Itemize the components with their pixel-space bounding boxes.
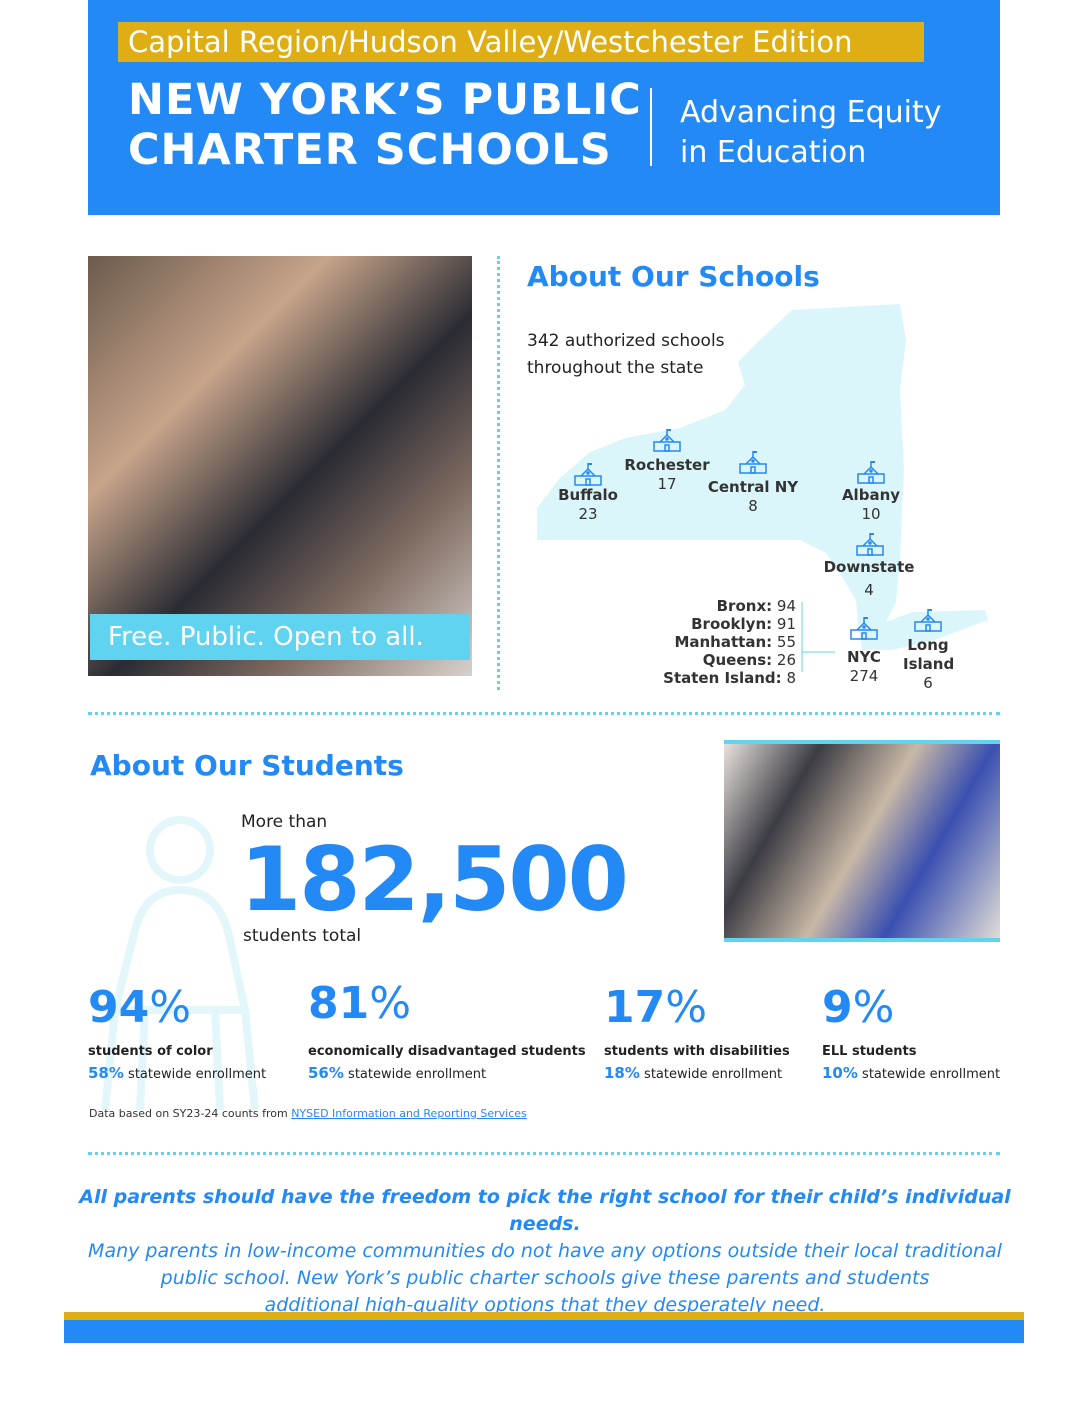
region-name: Rochester [624, 456, 710, 474]
title-line-1: NEW YORK’S PUBLIC [128, 75, 642, 125]
photo-caption: Free. Public. Open to all. [90, 614, 470, 660]
tagline-line-1: Advancing Equity [680, 95, 942, 130]
student-figure-icon [101, 816, 259, 1110]
region-nyc: NYC 274 [809, 648, 919, 686]
stat-disabilities: 17% students with disabilities 18% state… [604, 982, 790, 1083]
school-building-icon [856, 533, 884, 556]
dotted-divider-2 [88, 1152, 1000, 1155]
footer-yellow-bar [64, 1312, 1024, 1320]
new-york-map [537, 304, 988, 672]
borough-brooklyn: Brooklyn: 91 [691, 615, 796, 633]
stat-ell: 9% ELL students 10% statewide enrollment [822, 982, 1001, 1083]
borough-queens: Queens: 26 [702, 651, 796, 669]
region-central-ny: Central NY 8 [698, 478, 808, 516]
region-downstate: Downstate 4 [814, 558, 924, 600]
region-count: 4 [864, 581, 874, 599]
quote-line-3: additional high-quality options that the… [264, 1294, 826, 1316]
region-name: Central NY [707, 478, 799, 496]
region-buffalo: Buffalo 23 [533, 486, 643, 524]
tagline-line-2: in Education [680, 135, 867, 170]
header-banner: Capital Region/Hudson Valley/Westchester… [88, 0, 1000, 215]
school-building-icon [850, 617, 878, 640]
quote-headline: All parents should have the freedom to p… [79, 1186, 1011, 1235]
student-total: 182,500 [240, 828, 629, 931]
quote-line-2: public school. New York’s public charter… [160, 1267, 930, 1289]
students-heading: About Our Students [90, 749, 404, 782]
stat-students-of-color: 94% students of color 58% statewide enro… [88, 982, 267, 1083]
borough-manhattan: Manhattan: 55 [674, 633, 796, 651]
region-rochester: Rochester 17 [612, 456, 722, 494]
region-count: 6 [923, 674, 933, 692]
region-name: Buffalo [558, 486, 618, 504]
region-count: 17 [657, 475, 677, 493]
quote-line-1: Many parents in low-income communities d… [88, 1240, 1002, 1262]
borough-staten-island: Staten Island: 8 [663, 669, 796, 687]
student-photo [88, 256, 472, 676]
borough-bronx: Bronx: 94 [716, 597, 796, 615]
school-building-icon [857, 461, 885, 484]
region-name: Long Island [903, 636, 955, 673]
school-building-icon [574, 463, 602, 486]
dotted-divider-vertical [497, 256, 500, 690]
region-name: Downstate [823, 558, 915, 576]
region-count: 23 [578, 505, 598, 523]
nysed-link[interactable]: NYSED Information and Reporting Services [291, 1107, 527, 1120]
region-count: 10 [861, 505, 881, 523]
classroom-photo [724, 740, 1000, 942]
region-name: Albany [841, 486, 901, 504]
dotted-divider [88, 712, 1000, 715]
region-name: NYC [847, 648, 881, 666]
region-albany: Albany 10 [816, 486, 926, 524]
schools-heading: About Our Schools [527, 260, 820, 293]
more-than-label: More than [241, 812, 328, 832]
data-footnote: Data based on SY23-24 counts from NYSED … [89, 1107, 527, 1120]
region-long-island: Long Island 6 [873, 636, 983, 693]
region-count: 274 [849, 667, 879, 685]
quote-block: All parents should have the freedom to p… [60, 1184, 1030, 1319]
stat-economically-disadvantaged: 81% economically disadvantaged students … [308, 978, 586, 1083]
school-building-icon [914, 609, 942, 632]
schools-summary-2: throughout the state [527, 358, 704, 378]
header-divider [650, 88, 652, 166]
region-count: 8 [748, 497, 758, 515]
title-line-2: CHARTER SCHOOLS [128, 125, 612, 175]
school-building-icon [739, 451, 767, 474]
student-total-label: students total [243, 926, 362, 946]
ny-state-shape [537, 304, 988, 650]
footer-blue-bar [64, 1320, 1024, 1343]
schools-summary-1: 342 authorized schools [527, 331, 725, 351]
edition-label: Capital Region/Hudson Valley/Westchester… [118, 22, 924, 62]
school-building-icon [653, 429, 681, 452]
borough-list: Bronx: 94 Brooklyn: 91 Manhattan: 55 Que… [596, 597, 796, 687]
